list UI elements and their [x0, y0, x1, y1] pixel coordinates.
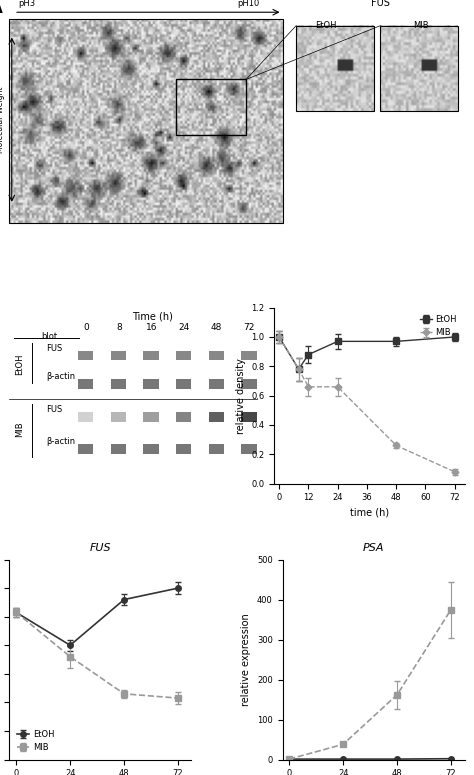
Bar: [143, 379, 159, 388]
Text: blot: blot: [42, 332, 58, 341]
Bar: [241, 351, 256, 360]
Text: Molecular Weight: Molecular Weight: [0, 87, 5, 153]
Text: 8: 8: [116, 323, 122, 332]
Text: β-actin: β-actin: [46, 437, 76, 446]
Text: 16: 16: [146, 323, 157, 332]
Bar: [110, 379, 126, 388]
Bar: [9, 19, 283, 222]
Text: FUS: FUS: [371, 0, 390, 8]
Bar: [78, 351, 93, 360]
Bar: [380, 26, 458, 111]
Bar: [209, 351, 224, 360]
Bar: [176, 412, 191, 422]
Text: EtOH: EtOH: [315, 21, 337, 30]
Legend: EtOH, MIB: EtOH, MIB: [416, 312, 460, 341]
Bar: [110, 412, 126, 422]
Text: FUS: FUS: [46, 343, 63, 353]
Bar: [110, 444, 126, 453]
Text: EtOH: EtOH: [15, 353, 24, 374]
Bar: [241, 412, 256, 422]
Text: 72: 72: [244, 323, 255, 332]
Text: A: A: [0, 1, 3, 16]
Bar: [209, 379, 224, 388]
Text: 24: 24: [178, 323, 190, 332]
Bar: [143, 444, 159, 453]
Title: PSA: PSA: [363, 543, 384, 553]
Text: MIB: MIB: [15, 422, 24, 437]
Bar: [78, 379, 93, 388]
Bar: [175, 79, 246, 136]
Bar: [110, 351, 126, 360]
Bar: [209, 444, 224, 453]
Bar: [143, 351, 159, 360]
Bar: [143, 412, 159, 422]
Bar: [78, 444, 93, 453]
Legend: EtOH, MIB: EtOH, MIB: [14, 726, 58, 756]
Bar: [241, 379, 256, 388]
Bar: [241, 444, 256, 453]
Text: β-actin: β-actin: [46, 372, 76, 381]
Text: Time (h): Time (h): [132, 312, 173, 321]
Bar: [78, 412, 93, 422]
Title: FUS: FUS: [90, 543, 111, 553]
Text: pH10: pH10: [237, 0, 259, 8]
Text: MIB: MIB: [413, 21, 429, 30]
Bar: [176, 351, 191, 360]
Bar: [176, 444, 191, 453]
Y-axis label: relative density: relative density: [236, 358, 246, 433]
Bar: [176, 379, 191, 388]
Text: pH3: pH3: [18, 0, 36, 8]
Text: 48: 48: [211, 323, 222, 332]
Bar: [296, 26, 374, 111]
Bar: [209, 412, 224, 422]
Text: 0: 0: [83, 323, 89, 332]
X-axis label: time (h): time (h): [350, 508, 389, 518]
Text: FUS: FUS: [46, 405, 63, 414]
Y-axis label: relative expression: relative expression: [241, 613, 251, 706]
